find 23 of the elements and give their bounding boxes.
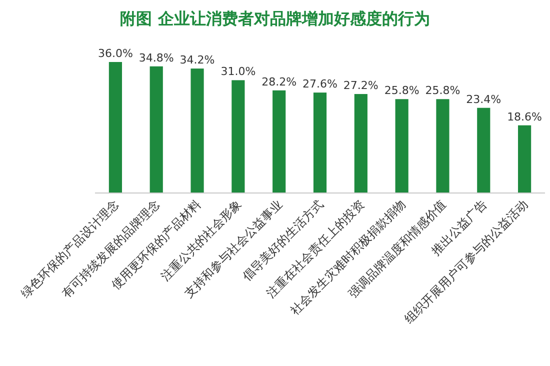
- bar: [518, 125, 532, 193]
- data-label: 34.8%: [138, 51, 174, 64]
- data-label: 27.2%: [343, 79, 378, 92]
- bar: [150, 66, 163, 193]
- bar: [190, 68, 204, 193]
- bar: [477, 108, 490, 193]
- data-label: 18.6%: [507, 110, 542, 124]
- data-label: 31.0%: [220, 65, 256, 78]
- data-label: 36.0%: [98, 47, 133, 60]
- data-label: 25.8%: [384, 84, 420, 98]
- bar: [232, 80, 245, 193]
- data-label: 28.2%: [262, 75, 297, 88]
- bar: [436, 99, 450, 193]
- bar: [313, 92, 327, 193]
- bar: [395, 99, 408, 193]
- bar: [272, 90, 286, 193]
- data-label: 27.6%: [302, 78, 338, 91]
- data-label: 34.2%: [180, 54, 215, 67]
- data-label: 25.8%: [425, 84, 460, 98]
- chart-title: 附图 企业让消费者对品牌增加好感度的行为: [120, 9, 430, 28]
- bar: [354, 94, 368, 193]
- data-label: 23.4%: [466, 92, 502, 106]
- bar: [108, 62, 122, 193]
